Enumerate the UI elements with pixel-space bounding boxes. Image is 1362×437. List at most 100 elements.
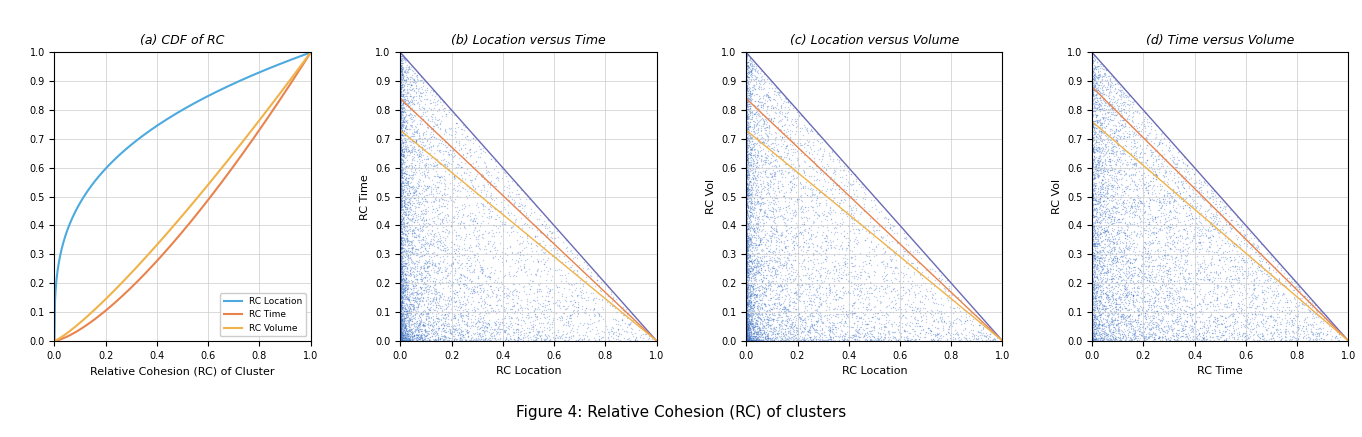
Point	[1256, 259, 1278, 266]
Point	[409, 298, 430, 305]
Point	[745, 291, 767, 298]
Point	[809, 273, 831, 280]
Point	[426, 238, 448, 245]
Point	[1159, 279, 1181, 286]
Point	[735, 334, 757, 341]
Point	[1099, 333, 1121, 340]
Point	[1203, 300, 1224, 307]
Point	[1091, 90, 1113, 97]
Point	[419, 336, 441, 343]
Point	[849, 329, 870, 336]
Point	[735, 70, 757, 77]
Point	[390, 275, 411, 282]
Point	[391, 294, 413, 301]
Point	[1280, 277, 1302, 284]
Point	[464, 243, 486, 250]
Point	[390, 250, 411, 257]
Point	[1220, 256, 1242, 263]
Point	[526, 288, 548, 295]
Point	[479, 274, 501, 281]
Point	[737, 54, 759, 61]
Point	[737, 153, 759, 160]
Point	[489, 337, 511, 344]
Point	[735, 337, 757, 344]
Point	[392, 332, 414, 339]
Point	[1083, 326, 1105, 333]
Point	[1086, 79, 1107, 86]
Point	[1185, 170, 1207, 177]
Point	[752, 76, 774, 83]
Point	[395, 335, 417, 342]
Point	[1088, 102, 1110, 109]
Point	[398, 304, 419, 311]
Point	[477, 281, 498, 288]
Point	[424, 236, 445, 243]
Point	[537, 289, 558, 296]
Point	[772, 183, 794, 190]
Point	[1081, 292, 1103, 299]
Point	[1084, 130, 1106, 137]
Point	[419, 303, 441, 310]
Point	[1086, 281, 1107, 288]
Point	[1253, 296, 1275, 303]
Point	[391, 90, 413, 97]
Point	[415, 96, 437, 103]
Point	[441, 156, 463, 163]
Point	[1110, 247, 1132, 254]
Point	[887, 326, 908, 333]
Point	[1155, 335, 1177, 342]
Point	[1083, 56, 1105, 63]
Point	[787, 294, 809, 301]
Point	[475, 294, 497, 301]
Point	[402, 137, 424, 144]
Point	[1260, 313, 1282, 320]
Point	[749, 242, 771, 249]
Point	[479, 326, 501, 333]
Point	[1090, 279, 1111, 286]
Point	[398, 215, 419, 222]
Point	[400, 163, 422, 170]
Point	[490, 316, 512, 323]
Point	[735, 179, 757, 186]
Point	[488, 286, 509, 293]
Point	[497, 323, 519, 330]
Point	[516, 331, 538, 338]
Point	[738, 310, 760, 317]
Point	[548, 265, 569, 272]
Point	[1091, 246, 1113, 253]
Point	[1135, 145, 1156, 152]
Point	[1118, 298, 1140, 305]
Point	[738, 61, 760, 68]
Point	[395, 294, 417, 301]
Point	[779, 230, 801, 237]
Point	[737, 208, 759, 215]
Point	[735, 335, 757, 342]
Point	[436, 143, 458, 150]
Point	[790, 204, 812, 211]
Point	[445, 324, 467, 331]
Point	[1178, 191, 1200, 198]
Point	[738, 306, 760, 313]
Point	[1148, 334, 1170, 341]
Point	[735, 122, 757, 129]
Point	[1174, 195, 1196, 202]
Point	[1263, 317, 1284, 324]
Point	[482, 240, 504, 247]
Point	[738, 189, 760, 196]
Point	[391, 298, 413, 305]
Point	[774, 104, 795, 111]
Point	[862, 292, 884, 299]
Point	[1102, 291, 1124, 298]
Point	[738, 302, 760, 309]
Point	[1120, 180, 1141, 187]
Point	[498, 289, 520, 296]
Point	[1091, 305, 1113, 312]
Point	[898, 264, 919, 271]
Point	[1090, 127, 1111, 134]
Point	[738, 271, 760, 278]
Point	[749, 320, 771, 327]
Point	[391, 317, 413, 324]
Point	[394, 293, 415, 300]
Point	[760, 336, 782, 343]
Point	[1126, 336, 1148, 343]
